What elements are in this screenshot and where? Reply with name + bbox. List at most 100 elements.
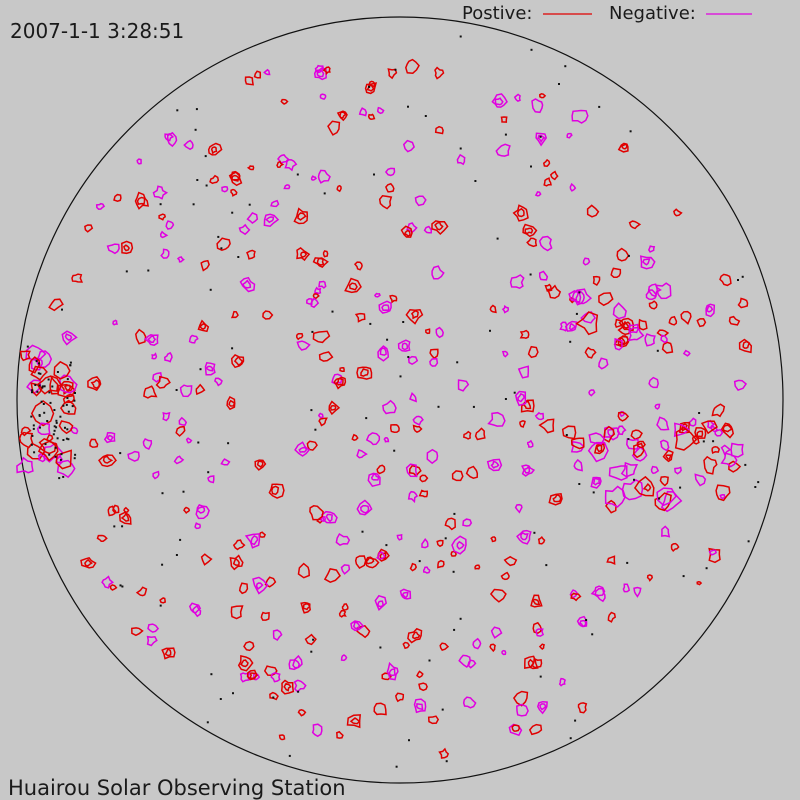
contour: [617, 336, 626, 346]
dot: [41, 385, 44, 388]
contour: [312, 293, 320, 300]
contour: [582, 257, 591, 266]
contour: [293, 679, 307, 693]
dot: [33, 451, 36, 454]
contour: [53, 360, 71, 380]
contour: [340, 564, 351, 575]
contour: [720, 444, 732, 456]
contour: [277, 154, 290, 164]
contour: [425, 328, 431, 335]
contour: [48, 298, 64, 312]
dot: [459, 147, 462, 150]
contour: [161, 647, 176, 660]
dot: [34, 384, 37, 386]
contour: [147, 335, 157, 344]
dot: [52, 433, 55, 436]
contour: [382, 399, 397, 415]
contour: [263, 68, 271, 76]
contour: [295, 333, 304, 341]
contour: [80, 557, 97, 569]
contour: [642, 258, 651, 266]
contours: [16, 35, 760, 768]
contour: [179, 384, 193, 398]
contour: [367, 113, 376, 120]
dot: [209, 288, 212, 291]
contour: [516, 207, 525, 218]
contour: [246, 211, 259, 224]
dot: [47, 378, 50, 381]
contour: [400, 225, 413, 238]
dot: [407, 105, 409, 108]
contour: [434, 66, 445, 80]
contour: [519, 420, 526, 428]
dot: [199, 368, 202, 371]
contour: [617, 142, 629, 153]
contour: [283, 682, 292, 692]
contour: [642, 482, 652, 492]
contour: [158, 213, 167, 221]
contour: [737, 297, 749, 309]
contour: [546, 284, 562, 299]
contour: [340, 654, 348, 662]
contour: [354, 555, 367, 569]
contour: [317, 412, 324, 419]
contour: [588, 389, 596, 397]
solar-disk: [16, 16, 784, 784]
contour: [661, 341, 674, 354]
contour: [696, 430, 704, 438]
contour: [570, 437, 585, 450]
dot: [504, 133, 507, 136]
contour: [517, 392, 526, 403]
contour: [516, 529, 532, 545]
dot: [31, 391, 33, 394]
contour: [379, 551, 387, 560]
contour: [606, 555, 616, 565]
contour: [18, 431, 34, 449]
dot: [49, 401, 52, 404]
dot: [64, 426, 66, 429]
contour: [500, 571, 510, 581]
contour: [255, 582, 264, 591]
contour: [691, 435, 700, 445]
contour: [379, 347, 387, 356]
contour: [383, 437, 390, 443]
contour: [356, 624, 371, 639]
contour: [232, 539, 246, 551]
contour: [654, 492, 672, 512]
contour: [413, 698, 427, 714]
contour: [272, 629, 283, 642]
contour: [36, 422, 51, 436]
contour: [373, 702, 387, 716]
dot: [161, 492, 164, 495]
contour: [457, 379, 470, 392]
contour: [352, 621, 361, 630]
contour: [534, 191, 542, 197]
contour: [474, 427, 486, 441]
contour: [87, 376, 102, 392]
contour: [109, 584, 118, 591]
contour: [495, 143, 511, 157]
dot: [394, 68, 397, 71]
contour: [644, 333, 656, 347]
contour: [626, 438, 639, 450]
contour: [654, 403, 661, 410]
contour: [30, 400, 55, 427]
contour: [406, 222, 418, 234]
contour: [317, 169, 331, 184]
dot: [682, 575, 685, 578]
contour: [368, 80, 376, 88]
dot: [453, 512, 456, 515]
contour: [386, 661, 399, 681]
contour: [265, 216, 275, 224]
contour: [431, 220, 449, 236]
contour: [570, 592, 582, 602]
dot: [53, 429, 56, 432]
contour: [238, 223, 251, 236]
dot: [365, 417, 368, 420]
contour: [571, 289, 585, 306]
dot: [702, 440, 705, 443]
dot: [331, 310, 334, 313]
dot: [38, 414, 41, 416]
dot: [67, 438, 70, 441]
contour: [28, 356, 41, 374]
